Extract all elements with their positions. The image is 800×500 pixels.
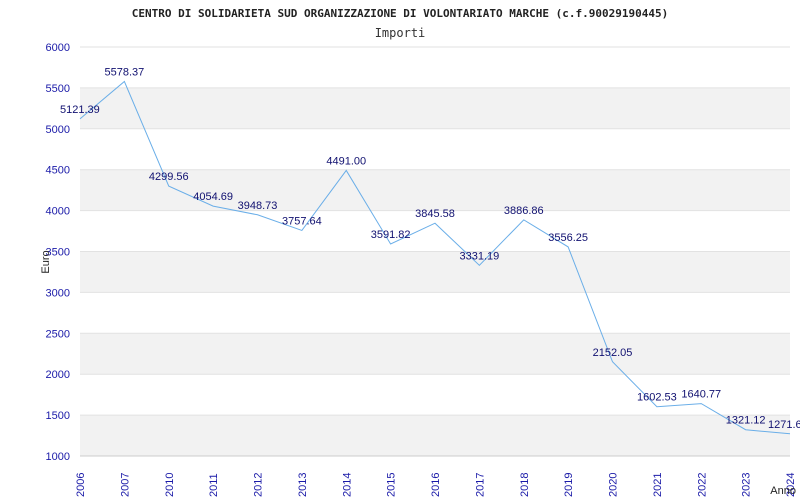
y-axis-label: Euro: [40, 250, 52, 273]
grid-lines: [80, 46, 790, 457]
data-label: 1321.12: [726, 415, 766, 427]
data-label: 5578.37: [104, 66, 144, 78]
series-line: [79, 80, 791, 435]
y-tick-label: 1000: [46, 451, 70, 463]
data-label: 4299.56: [149, 171, 189, 183]
x-tick-label: 2019: [563, 473, 575, 497]
grid-band: [80, 415, 790, 456]
grid-band: [80, 251, 790, 293]
x-tick-label: 2010: [164, 473, 176, 497]
y-tick-label: 6000: [46, 42, 70, 54]
y-tick-label: 2500: [46, 328, 70, 340]
y-tick-label: 5500: [46, 83, 70, 95]
data-label: 2152.05: [593, 347, 633, 359]
data-label: 3591.82: [371, 229, 411, 241]
data-label: 1271.6: [768, 419, 800, 431]
x-tick-label: 2012: [253, 473, 265, 497]
data-label: 3331.19: [459, 250, 499, 262]
x-tick-label: 2018: [519, 473, 531, 497]
chart-title: CENTRO DI SOLIDARIETA SUD ORGANIZZAZIONE…: [132, 7, 668, 20]
x-tick-label: 2021: [652, 473, 664, 497]
x-tick-label: 2022: [696, 473, 708, 497]
x-tick-label: 2015: [386, 473, 398, 497]
y-tick-label: 5000: [46, 124, 70, 136]
data-label: 3948.73: [238, 200, 278, 212]
x-tick-label: 2014: [341, 473, 353, 497]
x-tick-label: 2016: [430, 473, 442, 497]
data-label: 3757.64: [282, 215, 322, 227]
x-tick-label: 2007: [119, 473, 131, 497]
x-tick-label: 2006: [75, 473, 87, 497]
y-tick-label: 4500: [46, 165, 70, 177]
grid-band: [80, 333, 790, 375]
x-tick-label: 2011: [208, 473, 220, 497]
data-labels: 5121.39 5578.37 4299.56 4054.69 3948.73 3757.…: [60, 66, 800, 430]
y-tick-label: 1500: [46, 410, 70, 422]
y-tick-labels: 1000 1500 2000 2500 3000 3500 4000 4500 5000 5500…: [46, 42, 70, 463]
data-label: 3556.25: [548, 232, 588, 244]
data-label: 5121.39: [60, 104, 100, 116]
x-tick-label: 2024: [785, 473, 797, 497]
data-label: 4491.00: [326, 155, 366, 167]
y-tick-label: 3500: [46, 247, 70, 259]
data-label: 1602.53: [637, 392, 677, 404]
data-label: 3886.86: [504, 205, 544, 217]
grid-band: [80, 87, 790, 129]
y-tick-label: 3000: [46, 287, 70, 299]
grid-band: [80, 169, 790, 211]
y-tick-label: 2000: [46, 369, 70, 381]
x-tick-label: 2020: [608, 473, 620, 497]
x-tick-labels: 2006 2007 2010 2011 2012 2013 2014 2015 2016 2017…: [75, 473, 797, 497]
data-label: 4054.69: [193, 191, 233, 203]
data-label: 3845.58: [415, 208, 455, 220]
x-tick-label: 2013: [297, 473, 309, 497]
x-tick-label: 2023: [741, 473, 753, 497]
y-tick-label: 4000: [46, 206, 70, 218]
chart-subtitle: Importi: [375, 26, 426, 40]
x-tick-label: 2017: [474, 473, 486, 497]
grid-bands: [80, 87, 790, 456]
x-axis-label: Anno: [770, 485, 796, 497]
data-label: 1640.77: [681, 389, 721, 401]
